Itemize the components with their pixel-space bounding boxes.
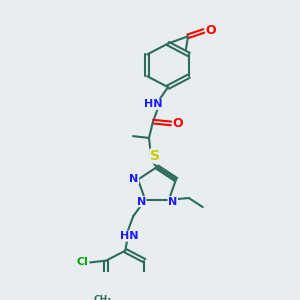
- Text: N: N: [136, 196, 146, 207]
- Text: HN: HN: [144, 99, 162, 110]
- Text: HN: HN: [120, 231, 139, 241]
- Text: CH₃: CH₃: [93, 295, 111, 300]
- Text: O: O: [206, 24, 216, 38]
- Text: N: N: [168, 196, 177, 207]
- Text: O: O: [173, 117, 183, 130]
- Text: S: S: [150, 149, 160, 163]
- Text: Cl: Cl: [76, 257, 88, 267]
- Text: N: N: [129, 174, 139, 184]
